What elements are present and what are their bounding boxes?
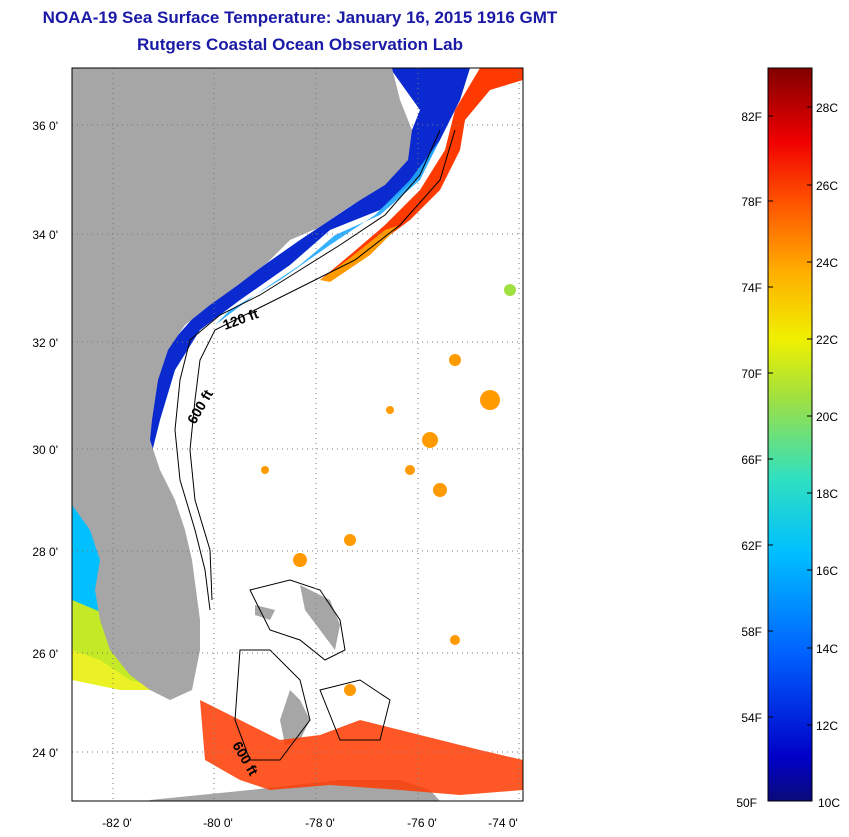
map-gridlines [72, 68, 523, 801]
lat-label: 34 0' [32, 228, 58, 242]
map-title: NOAA-19 Sea Surface Temperature: January… [42, 8, 558, 27]
colorbar-f-label: 50F [736, 796, 757, 810]
isobath-120ft [174, 129, 441, 611]
colorbar-f-label: 66F [741, 453, 762, 467]
lon-label: -76 0' [407, 816, 437, 830]
map-subtitle: Rutgers Coastal Ocean Observation Lab [137, 35, 463, 54]
colorbar-c-label: 22C [816, 333, 838, 347]
colorbar-f-label: 70F [741, 367, 762, 381]
colorbar-c-label: 26C [816, 179, 838, 193]
colorbar-c-label: 10C [818, 796, 840, 810]
colorbar-f-label: 62F [741, 539, 762, 553]
colorbar-f-label: 82F [741, 110, 762, 124]
colorbar-c-labels: 28C 26C 24C 22C 20C 18C 16C 14C 12C 10C [816, 101, 840, 810]
bahamas-warm-water [200, 700, 523, 795]
isobath-bahamas [234, 579, 391, 761]
lon-label: -74 0' [488, 816, 518, 830]
cold-coastal-water [140, 68, 470, 470]
colorbar-c-label: 14C [816, 642, 838, 656]
colorbar-f-labels: 82F 78F 74F 70F 66F 62F 58F 54F 50F [736, 110, 762, 810]
colorbar-f-label: 58F [741, 625, 762, 639]
lon-label: -78 0' [305, 816, 335, 830]
lat-label: 30 0' [32, 443, 58, 457]
lat-label: 28 0' [32, 545, 58, 559]
lat-label: 32 0' [32, 336, 58, 350]
colorbar-c-label: 28C [816, 101, 838, 115]
colorbar-f-label: 74F [741, 281, 762, 295]
map-frame [71, 67, 524, 802]
land-bahamas [255, 585, 340, 745]
warm-patches [261, 284, 516, 696]
lon-axis-labels: -82 0' -80 0' -78 0' -76 0' -74 0' [102, 816, 518, 830]
lon-label: -80 0' [203, 816, 233, 830]
map-layer [72, 68, 523, 801]
colorbar-c-label: 24C [816, 256, 838, 270]
lon-label: -82 0' [102, 816, 132, 830]
lat-label: 24 0' [32, 746, 58, 760]
colorbar-ticks [768, 106, 812, 726]
colorbar-c-label: 20C [816, 410, 838, 424]
colorbar-f-label: 54F [741, 711, 762, 725]
lat-axis-labels: 36 0' 34 0' 32 0' 30 0' 28 0' 26 0' 24 0… [32, 119, 58, 760]
colorbar-f-label: 78F [741, 195, 762, 209]
land-us-southeast [72, 68, 412, 700]
lat-label: 36 0' [32, 119, 58, 133]
colorbar-c-label: 16C [816, 564, 838, 578]
colorbar-c-label: 12C [816, 719, 838, 733]
lat-label: 26 0' [32, 647, 58, 661]
colorbar [767, 67, 813, 802]
isobath-600ft [189, 129, 456, 601]
colorbar-c-label: 18C [816, 487, 838, 501]
